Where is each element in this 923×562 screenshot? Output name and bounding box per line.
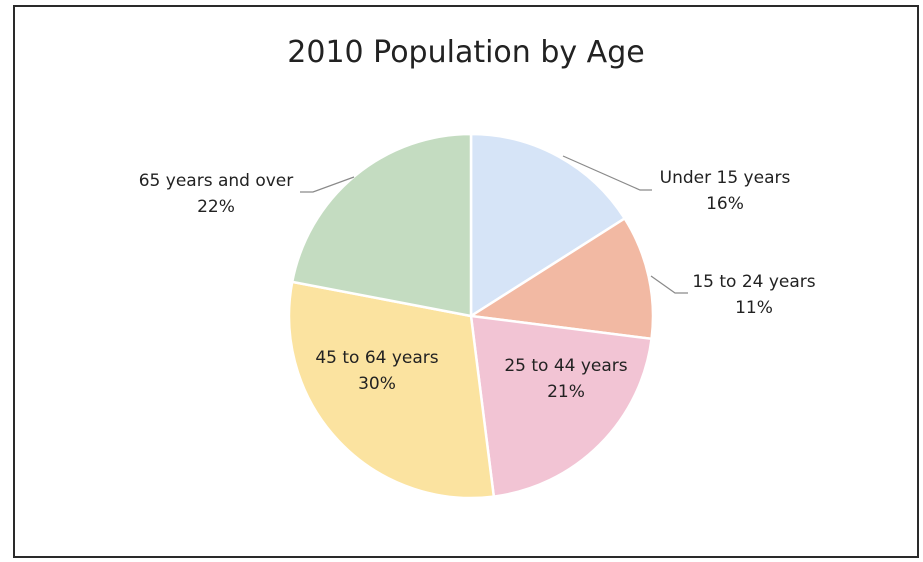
- slice-value-15-to-24-years: 11%: [735, 298, 773, 318]
- slice-label-65-years-and-over: 65 years and over: [139, 171, 294, 191]
- pie-slice-under-15-years: [469, 132, 627, 319]
- slice-value-25-to-44-years: 21%: [547, 382, 585, 402]
- slice-label-45-to-64-years: 45 to 64 years: [315, 348, 438, 368]
- pie-slice-15-to-24-years: [467, 216, 655, 341]
- slice-value-under-15-years: 16%: [706, 194, 744, 214]
- chart-title: 2010 Population by Age: [287, 35, 645, 70]
- slice-label-25-to-44-years: 25 to 44 years: [504, 356, 627, 376]
- slice-value-65-years-and-over: 22%: [197, 197, 235, 217]
- slice-value-45-to-64-years: 30%: [358, 374, 396, 394]
- slice-label-15-to-24-years: 15 to 24 years: [692, 272, 815, 292]
- leader-line-under-15-years: [562, 155, 652, 191]
- leader-line-65-years-and-over: [300, 176, 355, 193]
- pie-slice-25-to-44-years: [469, 314, 653, 498]
- pie-slice-65-years-and-over: [290, 132, 473, 318]
- pie-slice-45-to-64-years: [287, 280, 496, 500]
- slice-label-under-15-years: Under 15 years: [660, 168, 791, 188]
- leader-line-15-to-24-years: [650, 275, 688, 294]
